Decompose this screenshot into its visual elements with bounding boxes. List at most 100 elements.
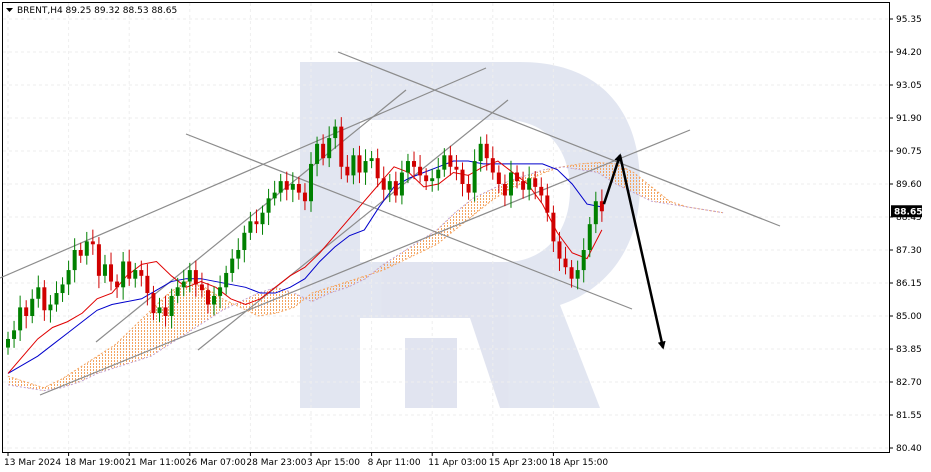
candle-body	[248, 221, 253, 233]
candle-body	[539, 186, 544, 196]
candle-body	[169, 295, 174, 316]
candle-body	[502, 184, 507, 196]
candle-body	[351, 155, 356, 176]
candle-body	[115, 281, 120, 288]
time-axis: 13 Mar 2024 18 Mar 19:00 21 Mar 11:00 26 Ma…	[4, 452, 608, 468]
candle-body	[551, 212, 556, 242]
candle-body	[302, 192, 307, 202]
candle-body	[48, 304, 53, 311]
x-tick-label: 26 Mar 07:00	[186, 458, 246, 468]
candle-body	[24, 307, 29, 316]
candle-body	[296, 184, 301, 193]
x-tick-label: 3 Apr 15:00	[307, 458, 360, 468]
candle-body	[151, 293, 156, 314]
candle-body	[175, 287, 180, 296]
kijun-line	[7, 160, 602, 374]
candle-body	[460, 169, 465, 184]
candle-body	[36, 287, 41, 299]
candle-body	[490, 158, 495, 173]
y-tick-label: 83.85	[896, 345, 922, 355]
candle-body	[266, 198, 271, 213]
candle-body	[515, 172, 520, 182]
forecast-arrow-up	[602, 153, 622, 205]
y-tick-label: 87.30	[896, 246, 922, 256]
candle-body	[157, 307, 162, 314]
candle-body	[242, 232, 247, 250]
x-tick-label: 11 Apr 03:00	[428, 458, 487, 468]
candle-body	[345, 166, 350, 176]
candle-body	[412, 161, 417, 167]
candle-body	[321, 143, 326, 159]
candle-body	[466, 184, 471, 193]
candle-body	[563, 258, 568, 268]
candle-body	[363, 161, 368, 173]
candle-body	[18, 307, 23, 331]
candle-body	[430, 178, 435, 182]
current-price-label: 88.65	[894, 207, 922, 217]
candle-body	[121, 261, 126, 288]
candle-body	[278, 181, 283, 193]
cloud-area	[8, 162, 724, 391]
candle-body	[284, 181, 289, 190]
ichimoku-cloud	[7, 161, 724, 392]
candle-body	[30, 298, 35, 316]
watermark-logo	[300, 62, 640, 408]
candle-body	[212, 295, 217, 305]
x-tick-label: 15 Apr 23:00	[489, 458, 548, 468]
candle-body	[557, 241, 562, 259]
plot-frame	[2, 2, 890, 453]
candle-body	[199, 284, 204, 291]
candle-body	[424, 175, 429, 182]
y-tick-label: 89.60	[896, 180, 922, 190]
candle-body	[593, 201, 598, 225]
current-price-marker: 88.65	[891, 205, 922, 218]
trend-line	[337, 51, 781, 227]
candle-body	[387, 181, 392, 190]
candle-body	[78, 250, 83, 256]
forecast-arrow-down	[618, 155, 666, 350]
price-axis: 95.35 94.20 93.05 91.90 90.75 89.60 88.45 87.30…	[889, 15, 922, 454]
candle-body	[42, 287, 47, 311]
senkou-span-b	[7, 166, 724, 392]
dropdown-triangle-icon[interactable]	[6, 8, 13, 12]
candle-body	[127, 261, 132, 279]
candle-body	[599, 201, 604, 212]
candle-body	[418, 166, 423, 176]
candle-body	[375, 158, 380, 179]
candle-body	[260, 212, 265, 225]
candle-body	[369, 158, 374, 162]
candle-body	[333, 126, 338, 139]
candle-body	[84, 241, 89, 256]
candle-body	[145, 275, 150, 294]
candle-body	[575, 270, 580, 279]
x-tick-label: 28 Mar 23:00	[246, 458, 306, 468]
candle-body	[96, 244, 101, 276]
candle-body	[569, 267, 574, 279]
candle-body	[315, 143, 320, 164]
candle-body	[393, 181, 398, 196]
chart-title: BRENT,H4 89.25 89.32 88.53 88.65	[6, 6, 177, 16]
candle-body	[224, 272, 229, 288]
trend-line	[185, 133, 633, 310]
y-tick-label: 94.20	[896, 48, 922, 58]
candle-body	[193, 270, 198, 285]
candle-body	[357, 155, 362, 173]
candle-body	[454, 166, 459, 170]
candle-body	[205, 290, 210, 305]
y-tick-label: 80.40	[896, 444, 922, 454]
candle-body	[484, 143, 489, 159]
candle-body	[587, 224, 592, 250]
chart-title-text: BRENT,H4 89.25 89.32 88.53 88.65	[17, 6, 177, 16]
candle-body	[187, 270, 192, 282]
x-tick-label: 21 Mar 11:00	[125, 458, 185, 468]
candle-body	[254, 221, 259, 225]
candle-body	[218, 287, 223, 296]
y-tick-label: 90.75	[896, 147, 922, 157]
candle-body	[230, 258, 235, 273]
candlesticks	[6, 117, 604, 355]
x-tick-label: 18 Apr 15:00	[549, 458, 608, 468]
candle-body	[102, 264, 107, 276]
senkou-span-a	[7, 161, 724, 389]
candle-body	[339, 126, 344, 167]
